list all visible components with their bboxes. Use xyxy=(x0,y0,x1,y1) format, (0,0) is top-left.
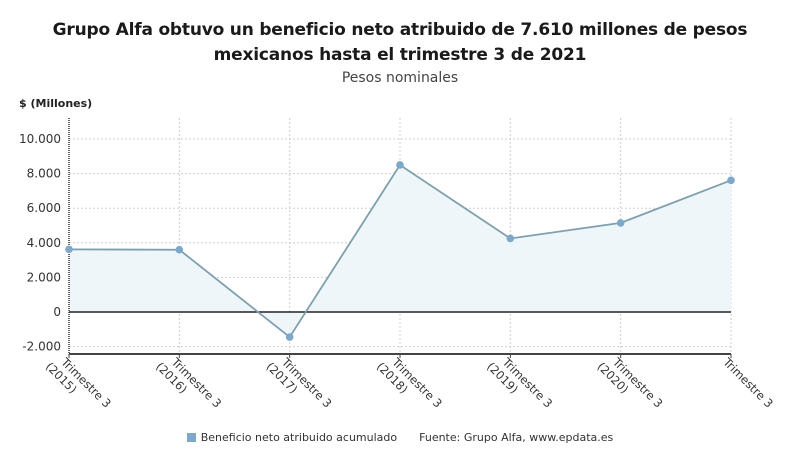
y-tick-label: 8.000 xyxy=(27,167,61,181)
x-tick-label: Trimestre 3(2019) xyxy=(484,354,555,410)
x-tick-label: Trimestre 3(2018) xyxy=(374,354,445,410)
x-tick-label: Trimestre 3(2016) xyxy=(153,354,224,410)
data-point xyxy=(175,245,184,254)
y-tick-label: 2.000 xyxy=(27,270,61,284)
x-tick-label-line1: Trimestre 3 xyxy=(720,354,776,410)
axes xyxy=(68,118,732,358)
data-point xyxy=(727,176,735,185)
y-tick-label: 0 xyxy=(53,305,61,319)
legend: Beneficio neto atribuido acumulado Fuente… xyxy=(0,431,800,444)
chart-title: Grupo Alfa obtuvo un beneficio neto atri… xyxy=(52,20,748,65)
y-tick-label: 10.000 xyxy=(19,132,61,146)
source-text: Fuente: Grupo Alfa, www.epdata.es xyxy=(419,431,614,444)
x-tick-labels: Trimestre 3(2015) Trimestre 3(2016) Trimes… xyxy=(43,354,776,410)
x-tick-label: Trimestre 3 xyxy=(720,354,776,410)
data-point xyxy=(616,219,625,227)
legend-swatch xyxy=(186,433,196,442)
x-tick-label: Trimestre 3(2015) xyxy=(43,354,114,410)
data-point xyxy=(285,333,294,341)
y-tick-labels: -2.000 0 2.000 4.000 6.000 8.000 10.000 xyxy=(19,132,61,354)
x-tick-label: Trimestre 3(2020) xyxy=(595,354,666,410)
x-tick-label: Trimestre 3(2017) xyxy=(264,354,335,410)
legend-series-label[interactable]: Beneficio neto atribuido acumulado xyxy=(200,431,398,444)
y-axis-label: $ (Millones) xyxy=(19,97,93,110)
y-tick-label: 4.000 xyxy=(27,236,61,250)
y-tick-label: 6.000 xyxy=(27,201,61,215)
data-point xyxy=(65,245,73,254)
data-points xyxy=(65,161,735,341)
data-point xyxy=(396,161,404,169)
data-point xyxy=(506,234,515,243)
chart-subtitle: Pesos nominales xyxy=(341,70,459,86)
y-tick-label: -2.000 xyxy=(22,340,61,354)
